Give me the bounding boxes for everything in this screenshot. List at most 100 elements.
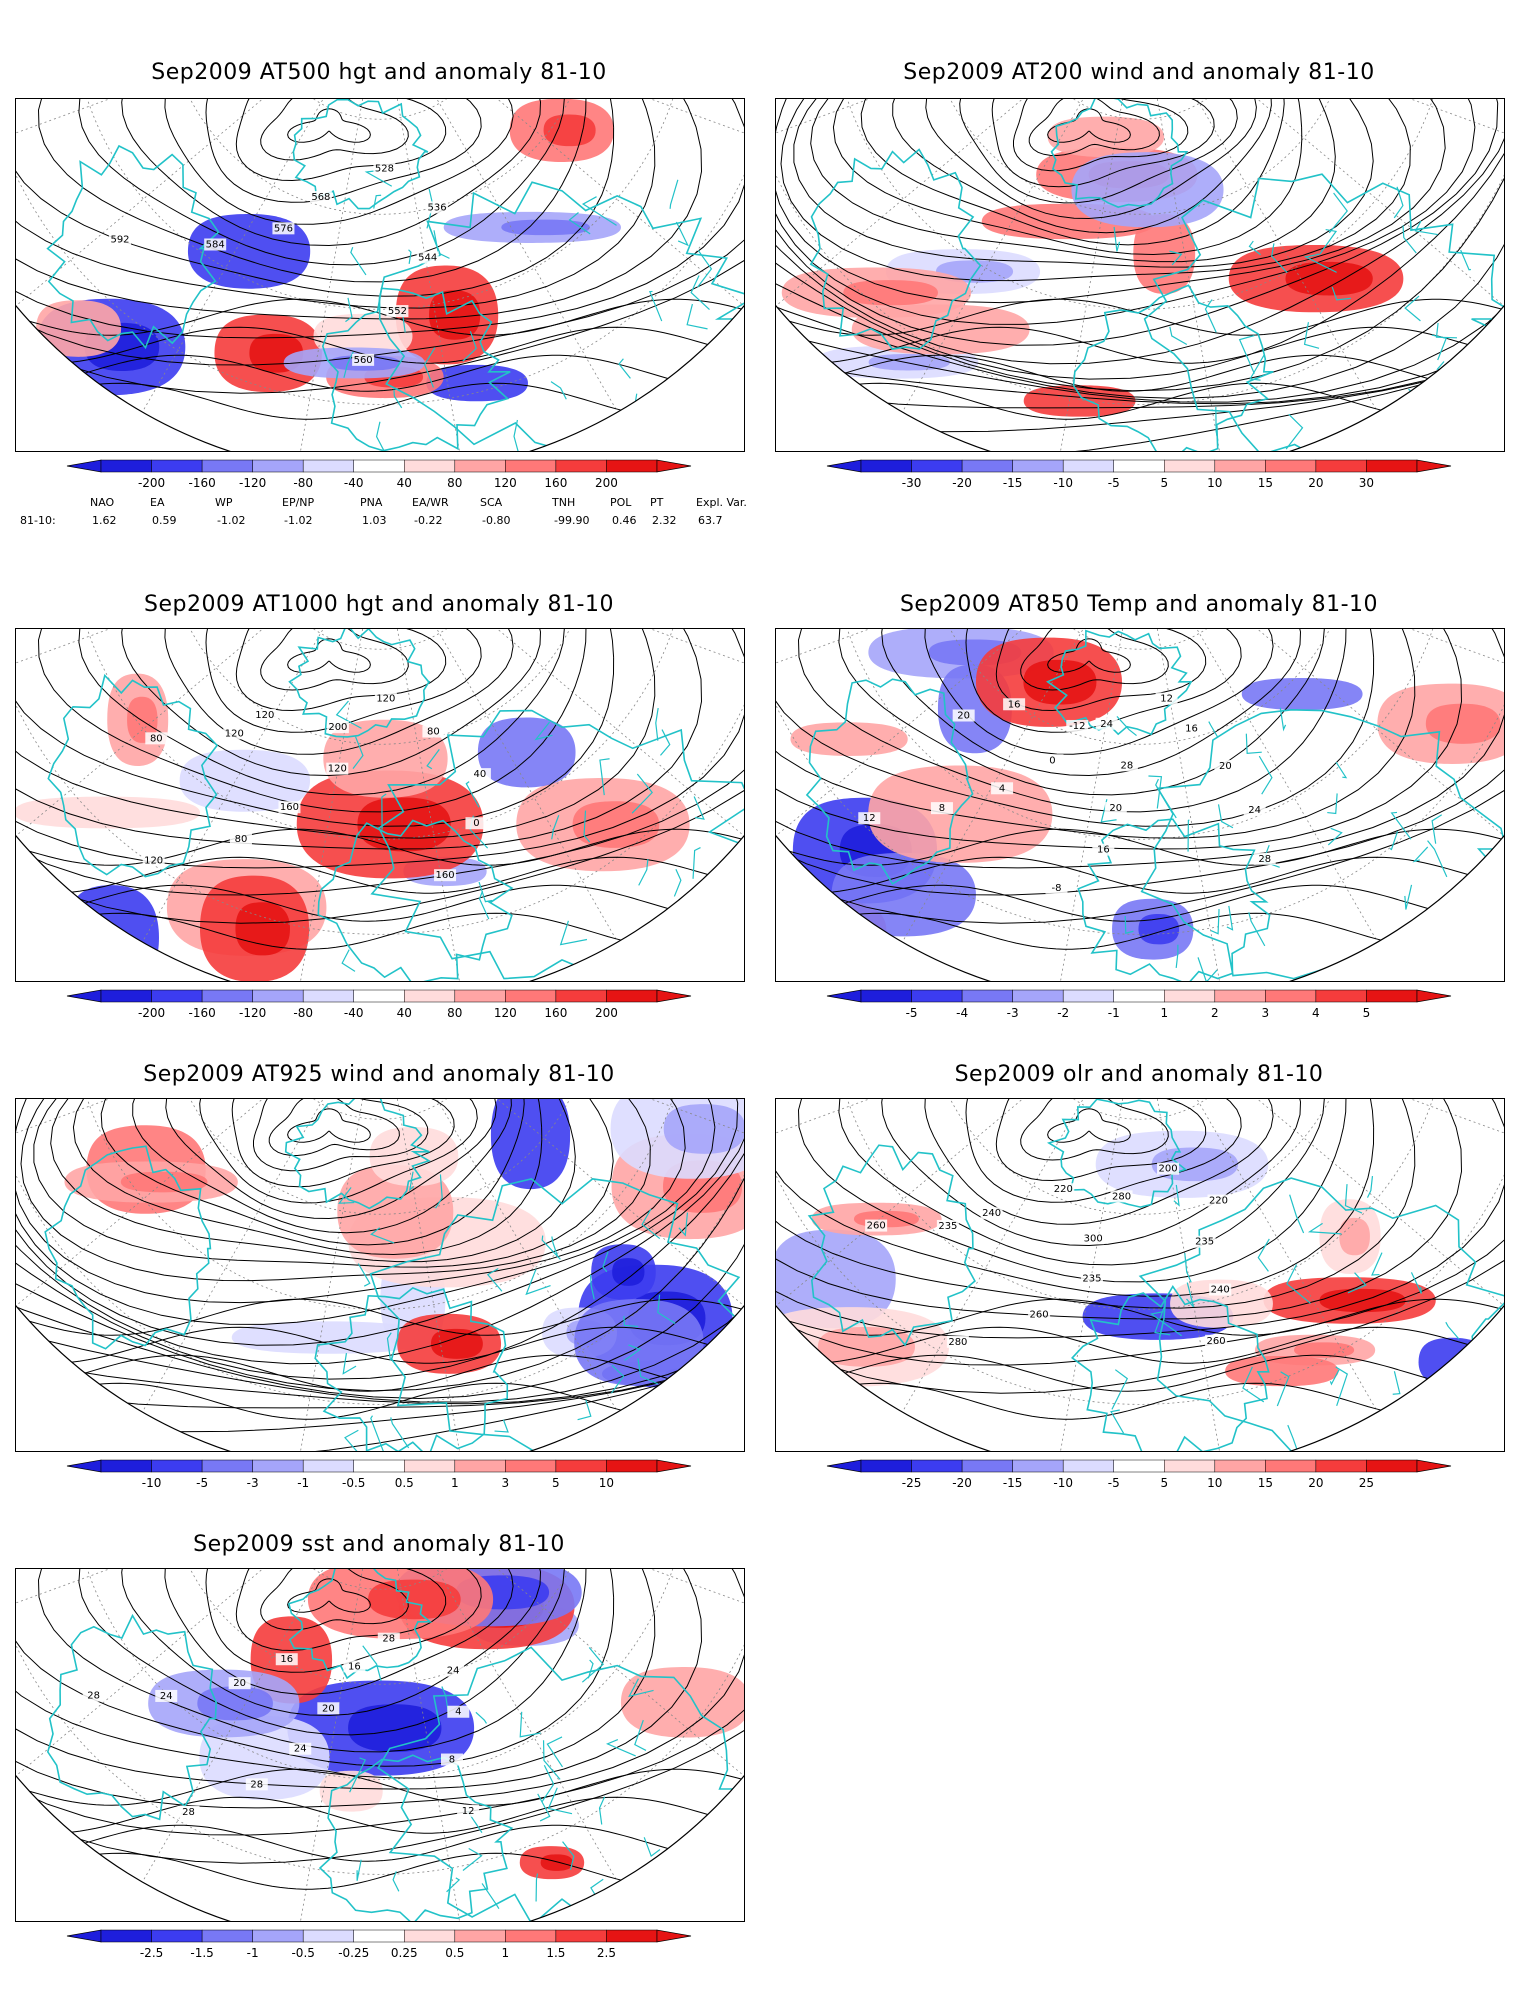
- teleconnection-value: -0.80: [482, 514, 511, 527]
- colorbar-bin: [302, 1929, 354, 1943]
- contour-label-bg: [373, 162, 396, 175]
- colorbar-bin: [555, 1929, 607, 1943]
- colorbar-max-arrow: [1416, 459, 1452, 473]
- country-border: [338, 1187, 355, 1204]
- contour-label: 300: [1084, 1233, 1103, 1244]
- colorbar-bin: [454, 1929, 506, 1943]
- contour-label-bg: [1041, 754, 1064, 767]
- contour-label: 260: [1207, 1336, 1226, 1347]
- colorbar-bin: [353, 989, 405, 1003]
- country-border: [486, 1268, 503, 1292]
- colorbar-tick-label: -1: [1107, 1006, 1120, 1020]
- country-border: [1113, 226, 1121, 252]
- contour-label: 220: [1054, 1184, 1073, 1195]
- colorbar-tick-label: 0.5: [445, 1946, 465, 1960]
- country-border: [1344, 1184, 1363, 1214]
- colorbar-bin: [505, 1459, 557, 1473]
- country-border: [1186, 1282, 1195, 1308]
- country-border: [550, 381, 567, 400]
- country-border: [653, 925, 674, 943]
- colorbar-bin: [454, 989, 506, 1003]
- colorbar-bin: [404, 1459, 456, 1473]
- contour-label-group: 528 536 544 552 560 568 576 584 592: [109, 162, 449, 366]
- negative-anomaly-core: [501, 219, 590, 236]
- colorbar-tick-label: -5: [1107, 1476, 1120, 1490]
- contour-label-bg: [1157, 1162, 1180, 1175]
- colorbar: -5 -4 -3 -2 -1 1 2 3 4 5: [775, 988, 1503, 1028]
- contour-label: 28: [382, 1634, 395, 1645]
- coastline: [807, 1144, 976, 1347]
- colorbar-bin: [151, 989, 203, 1003]
- streamline: [100, 1099, 525, 1246]
- contour-label-bg: [1207, 1194, 1230, 1207]
- map-canvas: [776, 99, 1504, 451]
- colorbar-bin: [606, 1459, 658, 1473]
- positive-anomaly: [369, 1127, 459, 1187]
- colorbar-ticks: -2.5 -1.5 -1 -0.5 -0.25 0.25 0.5 1 1.5 2.5: [15, 1946, 743, 1962]
- positive-anomaly-core: [1285, 261, 1373, 296]
- colorbar-bin: [252, 1459, 304, 1473]
- streamline: [776, 99, 1504, 365]
- teleconnection-value: -1.02: [217, 514, 246, 527]
- contour-line: [16, 99, 615, 297]
- colorbar-tick-label: 80: [447, 476, 463, 490]
- country-border: [426, 749, 440, 770]
- streamline: [776, 99, 1504, 392]
- colorbar-bin: [1062, 459, 1114, 473]
- country-border: [577, 1399, 592, 1421]
- contour-label-bg: [930, 802, 953, 815]
- anomaly-shading: [776, 1130, 1488, 1387]
- contour-label-group: 12 16 20 24 28 24 28 20 16 -8 -12 0 4 8 12 16 20: [858, 692, 1276, 894]
- country-border: [1329, 1369, 1340, 1386]
- colorbar-bin: [1012, 459, 1064, 473]
- colorbar-bin: [911, 1459, 963, 1473]
- positive-anomaly-core: [127, 696, 158, 743]
- country-border: [1116, 716, 1137, 737]
- colorbar-bin: [353, 1929, 405, 1943]
- contour-line: [16, 629, 744, 869]
- country-border: [643, 1837, 661, 1858]
- colorbar-bin: [100, 459, 152, 473]
- colorbar: -10 -5 -3 -1 -0.5 0.5 1 3 5 10: [15, 1458, 743, 1498]
- contour-line: [776, 1354, 1504, 1392]
- colorbar-tick-label: -2.5: [139, 1946, 164, 1960]
- contour-label: 80: [427, 727, 440, 738]
- colorbar-bin: [1164, 459, 1216, 473]
- country-border: [1286, 1264, 1311, 1304]
- map-panel-at925: [15, 1098, 745, 1452]
- positive-anomaly: [337, 1165, 454, 1259]
- contour-label-bg: [426, 201, 449, 214]
- streamline: [776, 99, 1499, 346]
- contour-label: 28: [250, 1779, 263, 1790]
- contour-line: [16, 629, 703, 850]
- colorbar-bin: [252, 459, 304, 473]
- negative-anomaly-core: [663, 1104, 744, 1154]
- negative-anomaly: [426, 364, 528, 402]
- streamline: [776, 99, 1504, 405]
- contour-label-bg: [442, 1664, 465, 1677]
- positive-anomaly-core: [843, 280, 938, 306]
- contour-label: 20: [1219, 761, 1232, 772]
- country-border: [1245, 733, 1262, 755]
- colorbar-tick-label: -2: [1057, 1006, 1070, 1020]
- contour-line: [776, 856, 1504, 894]
- country-border: [1327, 827, 1343, 846]
- teleconnection-value: 1.03: [362, 514, 387, 527]
- positive-anomaly-core: [572, 801, 660, 848]
- contour-label-bg: [228, 1677, 251, 1690]
- colorbar-bin: [1012, 1459, 1064, 1473]
- negative-anomaly: [65, 885, 159, 981]
- country-border: [655, 707, 659, 741]
- colorbar-tick-label: 3: [1261, 1006, 1270, 1020]
- colorbar-tick-label: -0.25: [338, 1946, 370, 1960]
- country-border: [675, 221, 689, 247]
- contour-line: [776, 629, 1416, 839]
- colorbar-tick-label: -4: [956, 1006, 969, 1020]
- colorbar-tick-label: 0.25: [390, 1946, 418, 1960]
- contour-line: [16, 99, 744, 366]
- panel-title: Sep2009 AT1000 hgt and anomaly 81-10: [144, 592, 614, 617]
- contour-line: [995, 1099, 1207, 1182]
- colorbar-tick-label: 2: [1210, 1006, 1219, 1020]
- contour-label-bg: [468, 768, 491, 781]
- colorbar-bin: [555, 459, 607, 473]
